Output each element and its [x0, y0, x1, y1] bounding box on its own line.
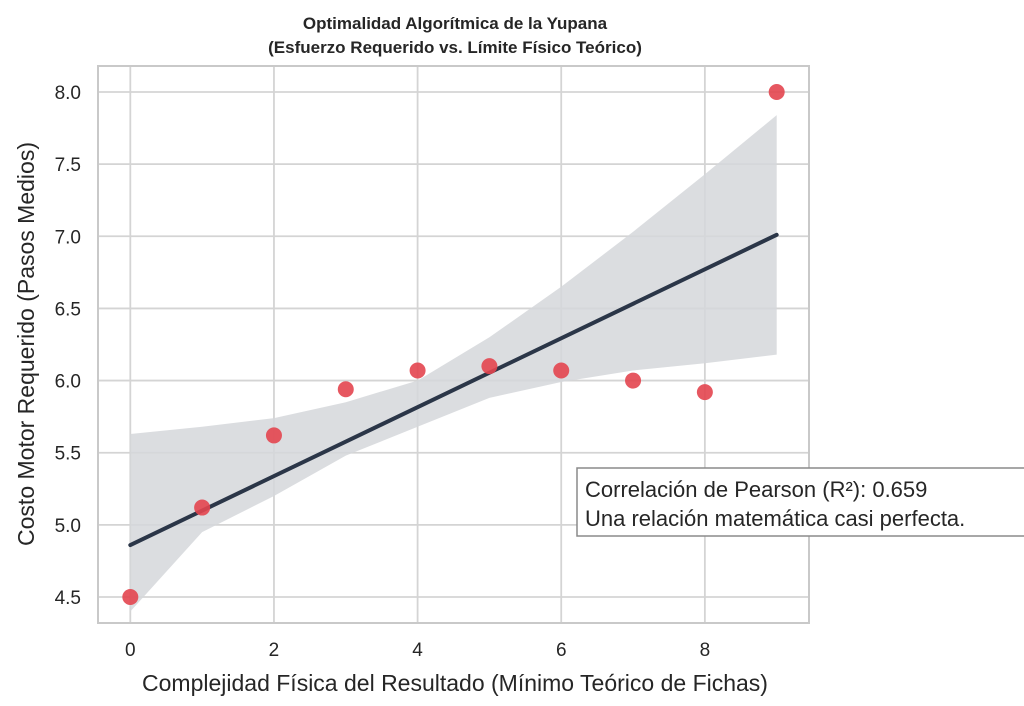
y-tick-label: 7.0 — [55, 227, 81, 248]
confidence-band-layer — [130, 115, 777, 612]
annotation-line-1: Correlación de Pearson (R²): 0.659 — [585, 477, 927, 502]
data-point — [409, 362, 426, 379]
data-points — [122, 83, 785, 606]
chart-title-line-2: (Esfuerzo Requerido vs. Límite Físico Te… — [268, 38, 642, 57]
annotation-line-2: Una relación matemática casi perfecta. — [585, 506, 965, 531]
x-tick-label: 2 — [269, 640, 280, 661]
y-tick-label: 6.5 — [55, 299, 81, 320]
plot-frame — [97, 65, 810, 624]
data-point — [768, 83, 785, 100]
data-point — [553, 362, 570, 379]
y-tick-label: 8.0 — [55, 83, 81, 104]
annotation-box: Correlación de Pearson (R²): 0.659 Una r… — [576, 467, 1024, 537]
annotation-frame — [576, 467, 1024, 537]
x-tick-label: 4 — [412, 640, 423, 661]
x-axis-label: Complejidad Física del Resultado (Mínimo… — [142, 670, 768, 696]
data-point — [194, 499, 211, 516]
y-tick-label: 6.0 — [55, 372, 81, 393]
data-point — [696, 384, 713, 401]
confidence-band — [130, 115, 777, 612]
y-axis-label: Costo Motor Requerido (Pasos Medios) — [13, 142, 39, 546]
y-tick-label: 4.5 — [55, 588, 81, 609]
data-point — [625, 372, 642, 389]
y-tick-label: 7.5 — [55, 155, 81, 176]
chart-title-line-1: Optimalidad Algorítmica de la Yupana — [303, 14, 608, 33]
y-tick-label: 5.5 — [55, 444, 81, 465]
x-tick-label: 6 — [556, 640, 567, 661]
x-axis-ticks: 0 2 4 6 8 — [125, 640, 710, 661]
data-point — [337, 381, 354, 398]
data-point — [265, 427, 282, 444]
regression-line — [128, 232, 779, 548]
y-tick-label: 5.0 — [55, 516, 81, 537]
regression-line-layer — [128, 232, 779, 548]
data-point — [481, 358, 498, 375]
x-tick-label: 8 — [700, 640, 711, 661]
y-axis-ticks: 4.5 5.0 5.5 6.0 6.5 7.0 7.5 8.0 — [55, 83, 81, 609]
data-point — [122, 589, 139, 606]
x-tick-label: 0 — [125, 640, 136, 661]
